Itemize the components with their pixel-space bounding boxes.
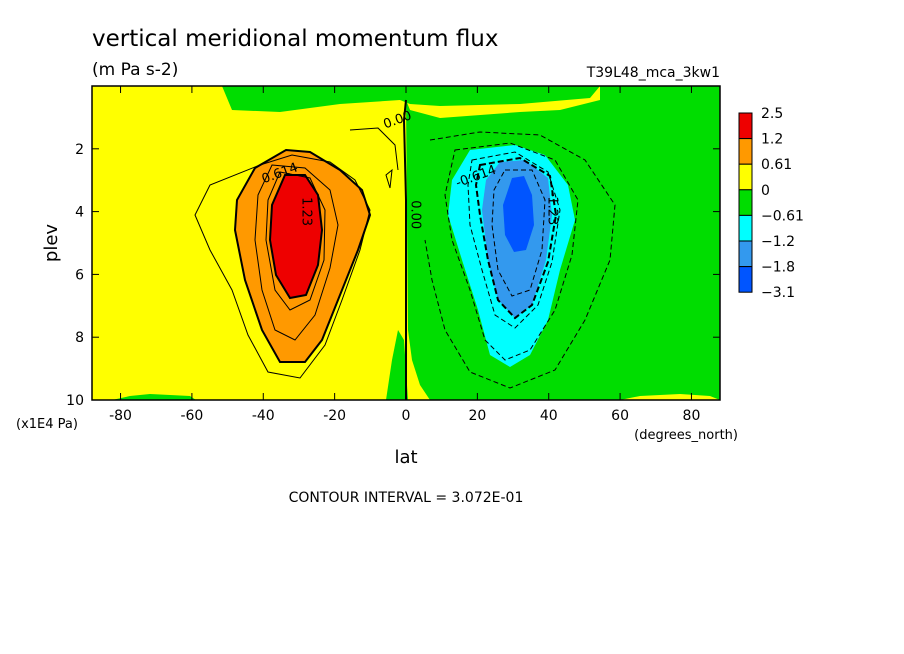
y-tick-label: 2 xyxy=(75,142,84,158)
contour-lines-positive xyxy=(194,127,399,379)
colorbar-swatch xyxy=(738,266,753,293)
contour-lines-negative xyxy=(424,131,616,389)
contour-fill-green-top xyxy=(222,86,600,112)
y-axis-units: (x1E4 Pa) xyxy=(16,417,78,432)
colorbar-swatch xyxy=(738,138,753,165)
y-tick-label: 8 xyxy=(75,330,84,346)
y-axis: 2 4 6 8 10 xyxy=(66,142,720,409)
x-axis: -80 -60 -40 -20 0 20 40 60 80 xyxy=(109,86,700,424)
contour-fill-red xyxy=(268,174,324,300)
y-tick-label: 10 xyxy=(66,393,84,409)
colorbar-label: −1.8 xyxy=(761,260,795,276)
colorbar-swatch xyxy=(738,163,753,191)
colorbar-label: 0.61 xyxy=(761,157,792,173)
chart-units: (m Pa s-2) xyxy=(92,60,178,80)
colorbar-swatch xyxy=(738,112,753,140)
contour-fill-green-south-left xyxy=(112,394,196,400)
colorbar-swatch xyxy=(738,214,753,242)
x-tick-label: 20 xyxy=(468,408,486,424)
contour-lines-negative-bold xyxy=(474,156,558,320)
run-label: T39L48_mca_3kw1 xyxy=(586,65,720,81)
colorbar-label: 2.5 xyxy=(761,106,783,122)
x-axis-label: lat xyxy=(394,447,417,468)
colorbar-label: −3.1 xyxy=(761,285,795,301)
x-tick-label: -80 xyxy=(109,408,132,424)
contour-interval-note: CONTOUR INTERVAL = 3.072E-01 xyxy=(289,490,524,506)
colorbar-swatch xyxy=(738,189,753,216)
colorbar-label: 0 xyxy=(761,183,770,199)
colorbar-label: 1.2 xyxy=(761,132,783,148)
plot-area xyxy=(92,86,720,400)
x-tick-label: 40 xyxy=(540,408,558,424)
x-tick-label: -40 xyxy=(252,408,275,424)
x-tick-label: -60 xyxy=(180,408,203,424)
contour-label: 0.00 xyxy=(407,200,422,229)
contour-fill-yellow-north xyxy=(620,394,720,400)
chart-title: vertical meridional momentum flux xyxy=(92,26,499,52)
colorbar-label: −1.2 xyxy=(761,234,795,250)
x-tick-label: 80 xyxy=(683,408,701,424)
x-tick-label: 60 xyxy=(611,408,629,424)
colorbar-label: −0.61 xyxy=(761,208,804,224)
y-axis-label: plev xyxy=(41,224,62,263)
contour-fill-green-south-equator xyxy=(386,330,408,400)
zero-contour-line xyxy=(402,99,407,400)
colorbar-swatch xyxy=(738,240,753,268)
y-tick-label: 6 xyxy=(75,267,84,283)
contour-label: -1.23 xyxy=(545,192,560,226)
contour-fill-darkblue xyxy=(503,176,534,252)
x-tick-label: 0 xyxy=(402,408,411,424)
colorbar: 2.5 1.2 0.61 0 −0.61 −1.2 −1.8 −3.1 xyxy=(738,106,804,301)
x-axis-units: (degrees_north) xyxy=(634,428,738,443)
x-tick-label: -20 xyxy=(323,408,346,424)
contour-label: 1.23 xyxy=(299,197,314,226)
y-tick-label: 4 xyxy=(75,205,84,221)
